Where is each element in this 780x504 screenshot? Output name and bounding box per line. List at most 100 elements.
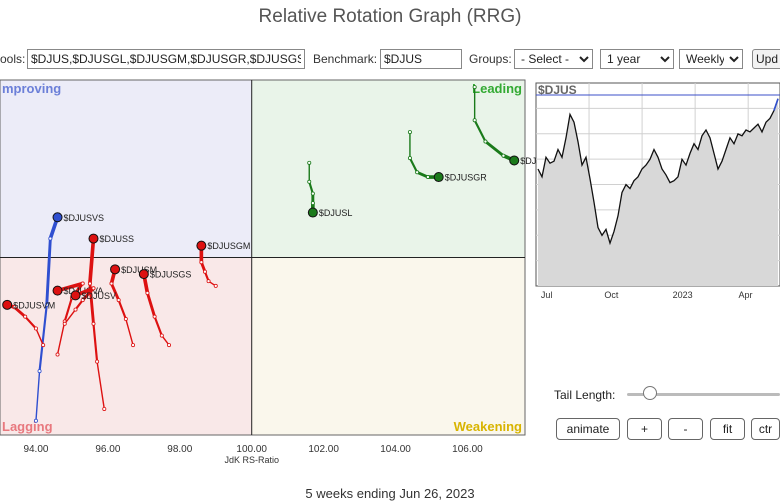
price-x-tick-label: Apr — [739, 290, 753, 300]
tail-segment — [88, 236, 96, 286]
tail-point — [109, 281, 114, 286]
tail-segment — [153, 315, 163, 337]
tail-point — [472, 118, 477, 123]
tail-point — [48, 236, 53, 241]
tail-point — [199, 260, 204, 265]
tail-segment — [63, 296, 73, 323]
tail-point — [425, 175, 430, 180]
symbols-label: ools: — [0, 52, 26, 66]
zoom-out-button[interactable]: - — [668, 418, 703, 440]
benchmark-price-chart: $DJUS Jul Oct 2023 Apr — [535, 82, 780, 300]
weakening-label: Weakening — [454, 419, 522, 434]
series-djusvm[interactable]: $DJUSVM — [2, 299, 56, 348]
fit-button[interactable]: fit — [710, 418, 745, 440]
tail-segment — [483, 140, 505, 158]
series-label: $DJUSVS — [64, 213, 105, 223]
tail-segment — [56, 320, 66, 356]
tail-segment — [38, 303, 48, 373]
groups-select[interactable]: - Select - — [514, 49, 593, 69]
head-point — [110, 264, 121, 275]
series-djusvs[interactable]: $DJUSVS — [33, 212, 105, 423]
x-tick-label: 106.00 — [452, 444, 483, 455]
tail-point — [33, 418, 38, 423]
tail-point — [62, 321, 67, 326]
head-point — [433, 172, 444, 183]
tail-segment — [473, 119, 487, 143]
rrg-series[interactable]: $DJUSVS$DJUSS$DJUSM$DJUSVA$DJUSV$DJUSVM$… — [2, 85, 561, 423]
rrg-quadrants: mproving Leading Lagging Weakening — [0, 79, 526, 436]
head-point — [88, 233, 99, 244]
x-tick-label: 102.00 — [308, 444, 339, 455]
frequency-select[interactable]: Weekly — [679, 49, 743, 69]
price-x-tick-label: 2023 — [673, 290, 693, 300]
head-point — [196, 240, 207, 251]
price-chart-title: $DJUS — [538, 83, 577, 97]
center-button[interactable]: ctr — [751, 418, 780, 440]
tail-point — [159, 333, 164, 338]
tail-segment — [110, 282, 121, 302]
tail-point — [80, 281, 85, 286]
tail-point — [206, 279, 211, 284]
tail-segment — [145, 291, 157, 319]
tail-segment — [45, 237, 52, 307]
series-label: $DJUSGR — [445, 173, 488, 183]
tail-point — [407, 130, 412, 135]
groups-label: Groups: — [469, 52, 512, 66]
tail-point — [80, 298, 85, 303]
head-point — [52, 285, 63, 296]
symbols-input[interactable] — [27, 49, 305, 69]
tail-point — [202, 269, 207, 274]
series-djuss[interactable]: $DJUSS — [87, 233, 134, 411]
update-button[interactable]: Upd — [752, 49, 780, 69]
series-label: $DJUSGS — [150, 270, 192, 280]
tail-point — [41, 343, 46, 348]
tail-segment — [64, 308, 77, 325]
tail-point — [472, 85, 477, 90]
tail-point — [307, 179, 312, 184]
tail-point — [501, 153, 506, 158]
x-tick-label: 98.00 — [167, 444, 192, 455]
tail-segment — [125, 318, 134, 346]
zoom-in-button[interactable]: + — [627, 418, 662, 440]
tail-point — [123, 317, 128, 322]
tail-point — [23, 314, 28, 319]
lagging-label: Lagging — [2, 419, 53, 434]
tail-segment — [24, 315, 38, 330]
series-label: $DJUSV — [82, 291, 117, 301]
series-djusgs[interactable]: $DJUSGS — [138, 269, 192, 348]
price-line — [537, 98, 779, 246]
head-point — [70, 290, 81, 301]
tail-length-track[interactable] — [627, 393, 780, 396]
tail-point — [44, 302, 49, 307]
benchmark-input[interactable] — [380, 49, 462, 69]
price-last-segment — [773, 98, 779, 111]
tail-length-slider-handle[interactable] — [643, 386, 657, 400]
tail-point — [310, 191, 315, 196]
series-djusl[interactable]: $DJUSL — [307, 160, 353, 218]
weakening-quadrant — [251, 257, 525, 435]
tail-point — [73, 307, 78, 312]
series-label: $DJUSVM — [13, 300, 55, 310]
tail-segment — [308, 180, 314, 195]
series-djusgr[interactable]: $DJUSGR — [407, 130, 488, 183]
leading-quadrant — [251, 80, 525, 258]
series-label: $DJUSGM — [207, 241, 250, 251]
x-tick-label: 96.00 — [95, 444, 120, 455]
x-tick-label: 100.00 — [236, 444, 267, 455]
series-label: $DJUSL — [319, 208, 353, 218]
head-point — [2, 299, 13, 310]
series-djusgm[interactable]: $DJUSGM — [196, 240, 251, 288]
animate-button[interactable]: animate — [556, 418, 620, 440]
series-djusv[interactable]: $DJUSV — [62, 286, 117, 326]
period-select[interactable]: 1 year — [600, 49, 674, 69]
x-tick-label: 94.00 — [23, 444, 48, 455]
series-djusm[interactable]: $DJUSM — [109, 264, 157, 348]
tail-segment — [96, 360, 105, 410]
tail-point — [91, 321, 96, 326]
price-x-tick-label: Jul — [541, 290, 553, 300]
benchmark-label: Benchmark: — [313, 52, 378, 66]
tail-point — [145, 290, 150, 295]
tail-length-label: Tail Length: — [554, 388, 616, 402]
tail-segment — [408, 157, 419, 174]
tail-point — [12, 305, 17, 310]
